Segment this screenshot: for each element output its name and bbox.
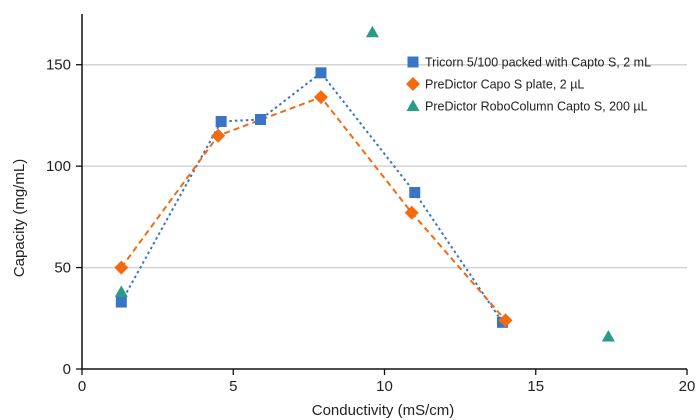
series-2-point-5: [498, 313, 513, 328]
series-1-point-3: [254, 113, 266, 125]
series-1-point-4: [315, 67, 327, 79]
y-axis-label: Capacity (mg/mL): [11, 159, 28, 277]
series-2-point-1: [114, 260, 129, 275]
gridlines: [82, 63, 687, 269]
series-2-point-2: [211, 128, 226, 143]
series-1-point-5: [409, 187, 421, 199]
x-axis-ticks: 0 5 10 15 20: [78, 369, 696, 395]
y-axis-ticks: 0 50 100 150: [46, 57, 82, 378]
x-tick-label-0: 0: [78, 378, 86, 395]
series-3-point-2: [365, 25, 379, 38]
x-axis-label: Conductivity (mS/cm): [312, 402, 455, 419]
legend-marker-3: [406, 99, 420, 111]
x-tick-label-20: 20: [679, 378, 696, 395]
series-markers: [114, 25, 615, 342]
y-tick-label-0: 0: [63, 361, 71, 378]
y-tick-label-150: 150: [46, 57, 71, 74]
legend-marker-2: [406, 77, 420, 91]
legend-marker-1: [407, 56, 419, 68]
y-tick-label-50: 50: [54, 260, 71, 277]
legend: Tricorn 5/100 packed with Capto S, 2 mL P…: [406, 56, 651, 114]
series-2-line: [120, 95, 507, 321]
legend-label-2: PreDictor Capo S plate, 2 µL: [425, 78, 584, 92]
series-3-point-3: [601, 330, 615, 342]
legend-label-3: PreDictor RoboColumn Capto S, 200 µL: [425, 100, 648, 114]
series-2-point-3: [313, 90, 328, 105]
series-1-point-2: [215, 116, 227, 128]
series-3-point-1: [114, 285, 128, 297]
x-tick-label-15: 15: [527, 378, 544, 395]
series-1-point-1: [115, 296, 127, 308]
series-1-line: [120, 71, 504, 323]
x-tick-label-10: 10: [376, 378, 393, 395]
series-2-point-4: [404, 205, 419, 220]
legend-label-1: Tricorn 5/100 packed with Capto S, 2 mL: [425, 56, 651, 70]
x-tick-label-5: 5: [229, 378, 237, 395]
y-tick-label-100: 100: [46, 158, 71, 175]
